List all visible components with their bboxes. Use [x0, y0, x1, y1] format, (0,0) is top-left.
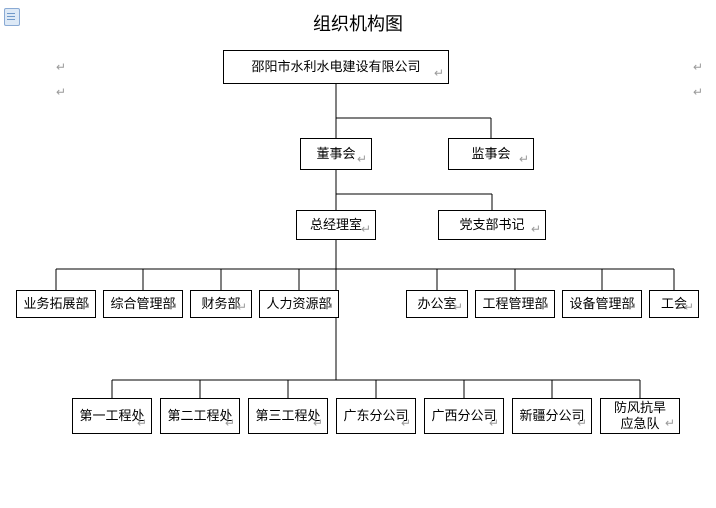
node-p2: 第二工程处↵: [160, 398, 240, 434]
paragraph-mark-icon: ↵: [434, 66, 444, 81]
paragraph-mark-icon: ↵: [237, 300, 247, 315]
paragraph-mark-icon: ↵: [453, 300, 463, 315]
paragraph-mark-icon: ↵: [693, 85, 703, 100]
paragraph-mark-icon: ↵: [693, 60, 703, 75]
node-d6: 工程管理部↵: [475, 290, 555, 318]
paragraph-mark-icon: ↵: [81, 300, 91, 315]
node-d8: 工会↵: [649, 290, 699, 318]
paragraph-mark-icon: ↵: [225, 416, 235, 431]
paragraph-mark-icon: ↵: [361, 222, 371, 237]
paragraph-mark-icon: ↵: [489, 416, 499, 431]
paragraph-mark-icon: ↵: [137, 416, 147, 431]
node-d7: 设备管理部↵: [562, 290, 642, 318]
node-d3: 财务部↵: [190, 290, 252, 318]
paragraph-mark-icon: ↵: [531, 222, 541, 237]
node-d5: 办公室↵: [406, 290, 468, 318]
node-board: 董事会↵: [300, 138, 372, 170]
paragraph-mark-icon: ↵: [577, 416, 587, 431]
paragraph-mark-icon: ↵: [56, 60, 66, 75]
paragraph-mark-icon: ↵: [313, 416, 323, 431]
node-root: 邵阳市水利水电建设有限公司↵: [223, 50, 449, 84]
paragraph-mark-icon: ↵: [168, 300, 178, 315]
node-gm: 总经理室↵: [296, 210, 376, 240]
node-p1: 第一工程处↵: [72, 398, 152, 434]
node-p3: 第三工程处↵: [248, 398, 328, 434]
paragraph-mark-icon: ↵: [401, 416, 411, 431]
node-p4: 广东分公司↵: [336, 398, 416, 434]
paragraph-mark-icon: ↵: [519, 152, 529, 167]
node-d2: 综合管理部↵: [103, 290, 183, 318]
node-p6: 新疆分公司↵: [512, 398, 592, 434]
node-p7: 防风抗旱 应急队↵: [600, 398, 680, 434]
node-p5: 广西分公司↵: [424, 398, 504, 434]
node-supv: 监事会↵: [448, 138, 534, 170]
paragraph-mark-icon: ↵: [665, 416, 675, 431]
paragraph-mark-icon: ↵: [357, 152, 367, 167]
paragraph-mark-icon: ↵: [684, 300, 694, 315]
paragraph-mark-icon: ↵: [627, 300, 637, 315]
paragraph-mark-icon: ↵: [56, 85, 66, 100]
paragraph-mark-icon: ↵: [540, 300, 550, 315]
node-d1: 业务拓展部↵: [16, 290, 96, 318]
paragraph-mark-icon: ↵: [324, 300, 334, 315]
node-d4: 人力资源部↵: [259, 290, 339, 318]
node-party: 党支部书记↵: [438, 210, 546, 240]
